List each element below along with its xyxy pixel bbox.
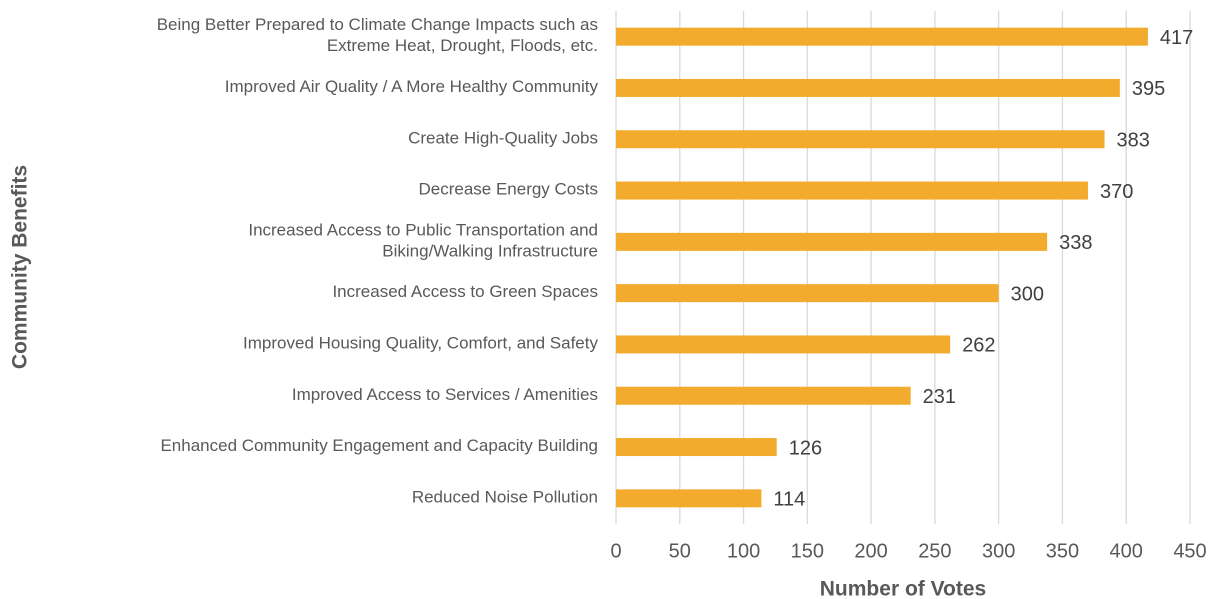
bar — [616, 386, 911, 405]
bar — [616, 27, 1148, 46]
y-tick-label: Improved Housing Quality, Comfort, and S… — [243, 334, 598, 353]
y-tick-label: Increased Access to Green Spaces — [332, 283, 598, 302]
y-axis-label: Community Benefits — [9, 165, 32, 369]
value-label: 231 — [923, 386, 956, 408]
x-tick-label: 200 — [854, 540, 887, 562]
y-tick-label: Increased Access to Public Transportatio… — [248, 221, 598, 261]
value-label: 383 — [1117, 130, 1150, 152]
x-tick-label: 50 — [669, 540, 691, 562]
y-tick-label: Improved Air Quality / A More Healthy Co… — [225, 77, 599, 96]
value-label: 395 — [1132, 78, 1165, 100]
x-tick-label: 100 — [727, 540, 760, 562]
bar — [616, 78, 1120, 97]
bar — [616, 438, 777, 457]
x-tick-label: 450 — [1173, 540, 1206, 562]
y-tick-label: Decrease Energy Costs — [418, 180, 598, 199]
x-tick-label: 350 — [1046, 540, 1079, 562]
value-label: 114 — [773, 489, 805, 511]
value-label: 262 — [962, 335, 995, 357]
x-tick-label: 250 — [918, 540, 951, 562]
y-tick-label: Being Better Prepared to Climate Change … — [157, 16, 598, 56]
bar — [616, 335, 951, 354]
bar — [616, 489, 762, 508]
x-tick-label: 0 — [610, 540, 621, 562]
value-label: 338 — [1059, 232, 1092, 254]
x-tick-label: 300 — [982, 540, 1015, 562]
value-label: 370 — [1100, 181, 1133, 203]
x-tick-label: 150 — [791, 540, 824, 562]
value-label: 126 — [789, 437, 822, 459]
x-axis-label: Number of Votes — [820, 578, 986, 599]
x-tick-label: 400 — [1110, 540, 1143, 562]
bar — [616, 181, 1088, 200]
y-tick-label: Reduced Noise Pollution — [412, 488, 598, 507]
y-tick-label: Enhanced Community Engagement and Capaci… — [160, 437, 598, 456]
value-label: 300 — [1011, 283, 1044, 305]
bar — [616, 232, 1048, 251]
y-tick-label: Improved Access to Services / Amenities — [292, 385, 598, 404]
y-tick-label: Create High-Quality Jobs — [408, 129, 598, 148]
value-label: 417 — [1160, 27, 1193, 49]
bar — [616, 130, 1105, 149]
bar — [616, 284, 999, 303]
